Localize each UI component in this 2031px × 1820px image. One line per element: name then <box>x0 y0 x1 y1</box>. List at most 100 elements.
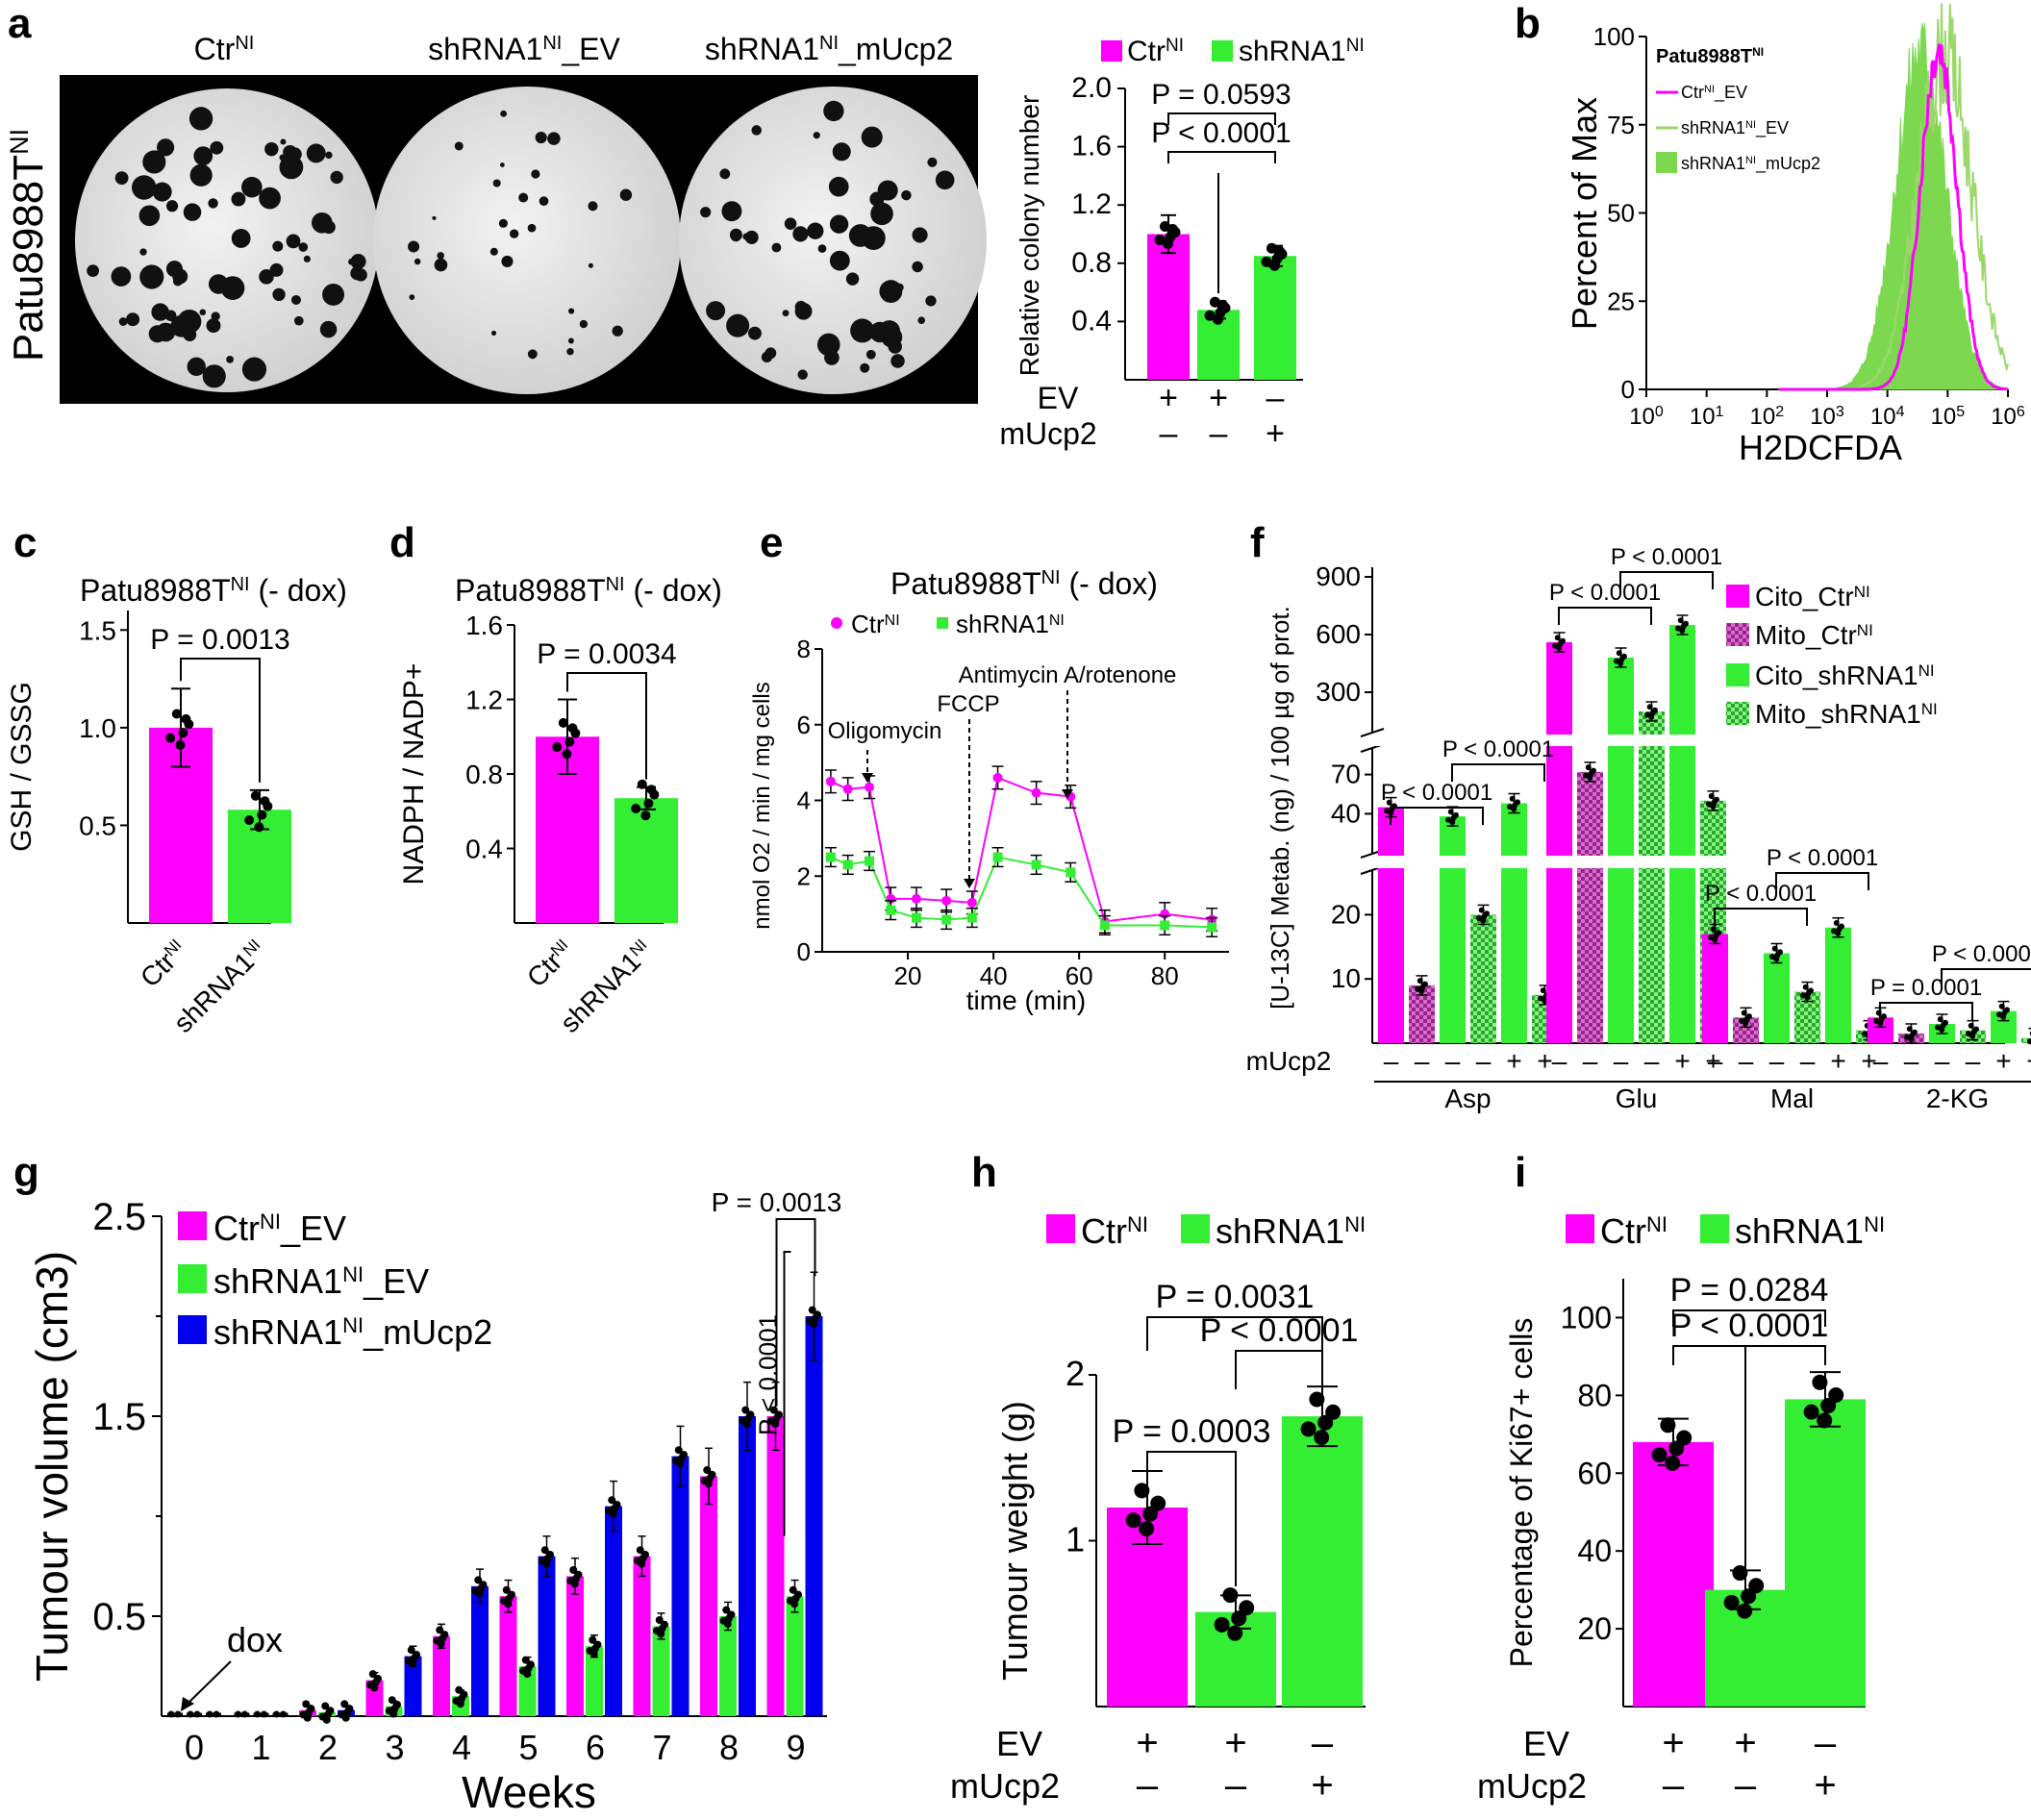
legend-label: Mito_shRNA1NI <box>1755 699 1938 729</box>
tick-base: 10 <box>1991 404 2017 430</box>
data-point <box>1207 922 1217 933</box>
colony-dot <box>208 198 218 209</box>
treatment-annotation: dox <box>227 1620 283 1659</box>
colony-dot <box>860 362 870 373</box>
colony-dot <box>183 203 202 221</box>
data-point <box>273 1710 280 1718</box>
bar <box>766 1416 785 1716</box>
data-point <box>1668 1440 1685 1457</box>
x-tick-label: shRNA1NI <box>555 935 659 1038</box>
tick-exponent: 4 <box>1896 404 1905 420</box>
data-point <box>640 810 651 821</box>
label-sup: NI <box>1166 36 1184 56</box>
data-point <box>1973 1026 1979 1033</box>
p-value-label: P < 0.0001 <box>1549 580 1661 606</box>
legend-label: shRNA1NI_mUcp2 <box>1681 154 1820 174</box>
data-point <box>1325 1404 1341 1420</box>
tick-exponent: 5 <box>1956 404 1965 420</box>
condition-sign: + <box>1311 1764 1333 1807</box>
y-tick-label: 0.8 <box>1071 247 1112 279</box>
colony-dot <box>253 369 262 378</box>
y-tick-label: 0.4 <box>1071 305 1112 337</box>
data-point <box>181 713 191 724</box>
colony-dot <box>813 132 820 139</box>
data-point <box>409 1659 417 1668</box>
data-point <box>1906 1026 1913 1033</box>
label-tail: _mUcp2 <box>1755 154 1820 174</box>
data-point <box>1509 795 1516 802</box>
x-tick-label: 6 <box>586 1728 605 1767</box>
data-point <box>558 717 568 728</box>
x-tick-label: CtrNI <box>521 935 579 992</box>
colony-dot <box>912 261 923 273</box>
injection-annotation: Oligomycin <box>828 718 942 744</box>
culture-plate <box>679 87 987 394</box>
colony-dot <box>208 274 229 294</box>
data-point <box>1453 811 1459 818</box>
data-point <box>1835 930 1842 936</box>
data-point <box>456 1700 464 1708</box>
colony-dot <box>226 356 234 363</box>
data-point <box>2000 1013 2007 1020</box>
condition-sign: + <box>1136 1722 1158 1764</box>
histogram-title: Patu8988TNI <box>1656 45 1764 67</box>
significance-bracket <box>1235 1350 1323 1389</box>
y-tick-label: 0 <box>1621 375 1635 404</box>
tick-base: 10 <box>1629 404 1655 430</box>
data-point <box>636 1546 644 1555</box>
y-tick-label: 1.6 <box>1071 131 1112 162</box>
colony-dot <box>700 207 712 218</box>
data-point <box>1651 1447 1667 1463</box>
significance-bracket <box>1167 151 1276 163</box>
axis-break-band <box>1374 735 2010 746</box>
data-point <box>1214 1616 1230 1633</box>
x-tick-label: shRNA1NI <box>168 935 272 1038</box>
label-sup: NI <box>606 574 625 595</box>
data-point <box>260 796 270 807</box>
label-tail: _mUcp2 <box>363 1312 492 1352</box>
colony-dot <box>861 226 886 250</box>
colony-dot <box>432 215 437 220</box>
data-point <box>1134 1483 1150 1499</box>
p-value-label: P = 0.0003 <box>1113 1413 1271 1450</box>
legend-label: shRNA1NI_EV <box>213 1261 429 1301</box>
data-point <box>1710 926 1717 933</box>
y-tick-label: 4 <box>797 786 811 815</box>
data-point <box>1449 819 1456 826</box>
data-point <box>213 1710 220 1718</box>
label-main: shRNA1 <box>1239 36 1346 67</box>
data-point <box>966 912 977 923</box>
data-point <box>171 709 182 719</box>
bar <box>1378 807 1404 1043</box>
y-tick-label: 75 <box>1607 111 1635 139</box>
tick-base: 10 <box>1870 404 1896 430</box>
condition-sign: – <box>1966 1046 1981 1076</box>
panel-label-f: f <box>1250 519 1265 566</box>
colony-dot <box>935 170 955 190</box>
data-point <box>1881 1013 1887 1020</box>
data-point <box>1937 1016 1943 1023</box>
data-point <box>609 1509 617 1518</box>
panel-label-h: h <box>971 1149 997 1196</box>
p-value-label: P < 0.0001 <box>1381 780 1492 806</box>
plate-label: shRNA1NI_mUcp2 <box>705 32 953 66</box>
colony-dot <box>259 187 281 210</box>
data-point <box>1314 1430 1330 1446</box>
data-point <box>521 1656 530 1664</box>
condition-sign: – <box>1873 1046 1889 1076</box>
colony-dot <box>325 151 333 160</box>
significance-bracket <box>1619 571 1714 589</box>
y-tick-label: 100 <box>1561 1300 1612 1334</box>
label-sup: NI <box>1049 612 1065 629</box>
data-point <box>1817 1412 1833 1429</box>
colony-dot <box>518 192 529 203</box>
data-point <box>280 1710 287 1718</box>
bar <box>805 1316 823 1716</box>
bar <box>1669 625 1695 1043</box>
data-point <box>1540 987 1546 994</box>
colony-dot <box>828 176 849 197</box>
condition-sign: + <box>1861 1046 1876 1076</box>
data-point <box>574 1570 583 1579</box>
data-point <box>570 1580 579 1588</box>
significance-bracket <box>1558 607 1652 625</box>
